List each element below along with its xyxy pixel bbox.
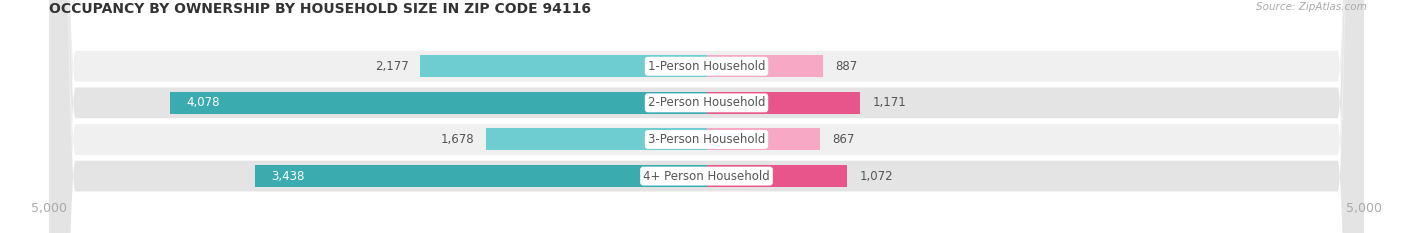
Text: 1,678: 1,678: [440, 133, 474, 146]
Bar: [420, 55, 707, 77]
Bar: [707, 55, 823, 77]
FancyBboxPatch shape: [49, 0, 1364, 233]
Text: 3-Person Household: 3-Person Household: [648, 133, 765, 146]
FancyBboxPatch shape: [49, 0, 1364, 233]
Bar: [707, 128, 821, 151]
Bar: [254, 165, 707, 187]
Bar: [170, 92, 707, 114]
Text: 1-Person Household: 1-Person Household: [648, 60, 765, 73]
Text: 2,177: 2,177: [375, 60, 409, 73]
Text: 887: 887: [835, 60, 858, 73]
Text: 867: 867: [832, 133, 855, 146]
Text: 3,438: 3,438: [271, 170, 304, 183]
Bar: [707, 92, 860, 114]
FancyBboxPatch shape: [49, 0, 1364, 233]
Text: 2-Person Household: 2-Person Household: [648, 96, 765, 109]
Text: 4,078: 4,078: [187, 96, 221, 109]
Text: 1,072: 1,072: [859, 170, 893, 183]
Bar: [707, 165, 848, 187]
FancyBboxPatch shape: [49, 0, 1364, 233]
Bar: [486, 128, 707, 151]
Text: Source: ZipAtlas.com: Source: ZipAtlas.com: [1256, 2, 1367, 12]
Text: 1,171: 1,171: [872, 96, 905, 109]
Text: 4+ Person Household: 4+ Person Household: [643, 170, 770, 183]
Text: OCCUPANCY BY OWNERSHIP BY HOUSEHOLD SIZE IN ZIP CODE 94116: OCCUPANCY BY OWNERSHIP BY HOUSEHOLD SIZE…: [49, 2, 591, 16]
